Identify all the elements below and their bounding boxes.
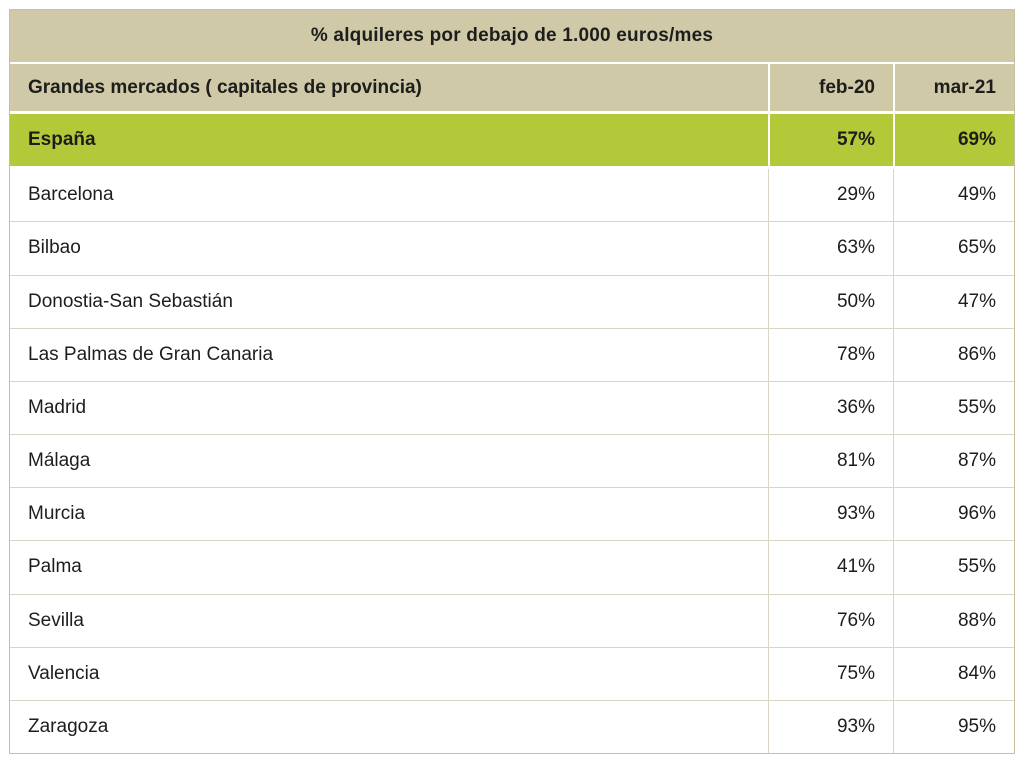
row-zaragoza: Zaragoza 93% 95% xyxy=(10,700,1014,754)
row-mar21-value: 88% xyxy=(893,594,1014,647)
row-feb20-value: 78% xyxy=(768,328,893,381)
row-feb20-value: 75% xyxy=(768,647,893,700)
row-label: Sevilla xyxy=(28,609,84,631)
rent-price-table: % alquileres por debajo de 1.000 euros/m… xyxy=(9,9,1015,754)
row-label: Málaga xyxy=(28,450,91,472)
row-feb20-value: 29% xyxy=(768,169,893,222)
row-label: España xyxy=(28,129,96,151)
table-header-row: Grandes mercados ( capitales de provinci… xyxy=(10,64,1014,114)
row-label: Zaragoza xyxy=(28,715,109,737)
header-col-feb-20: feb-20 xyxy=(768,64,893,111)
row-feb20-value: 81% xyxy=(768,435,893,488)
row-mar21-value: 96% xyxy=(893,488,1014,541)
header-col-mar-21: mar-21 xyxy=(893,64,1014,111)
row-feb20-value: 41% xyxy=(768,541,893,594)
row-label: Barcelona xyxy=(28,184,114,206)
row-label: Valencia xyxy=(28,662,100,684)
row-mar21-value: 49% xyxy=(893,169,1014,222)
row-mar21-value: 55% xyxy=(893,541,1014,594)
row-mar21-value: 84% xyxy=(893,647,1014,700)
row-palma: Palma 41% 55% xyxy=(10,541,1014,595)
row-mar21-value: 86% xyxy=(893,328,1014,381)
row-donostia-san-sebastian: Donostia-San Sebastián 50% 47% xyxy=(10,275,1014,329)
row-feb20-value: 57% xyxy=(768,114,893,167)
table-title: % alquileres por debajo de 1.000 euros/m… xyxy=(10,10,1014,64)
header-market-label: Grandes mercados ( capitales de provinci… xyxy=(28,76,422,98)
row-label: Palma xyxy=(28,556,82,578)
row-sevilla: Sevilla 76% 88% xyxy=(10,594,1014,648)
row-mar21-value: 65% xyxy=(893,222,1014,275)
row-feb20-value: 50% xyxy=(768,275,893,328)
row-label: Murcia xyxy=(28,503,86,525)
row-madrid: Madrid 36% 55% xyxy=(10,381,1014,436)
row-label: Donostia-San Sebastián xyxy=(28,290,233,312)
row-espana: España 57% 69% xyxy=(10,114,1014,170)
row-feb20-value: 93% xyxy=(768,488,893,541)
row-malaga: Málaga 81% 87% xyxy=(10,435,1014,489)
row-feb20-value: 93% xyxy=(768,700,893,754)
row-label: Madrid xyxy=(28,396,87,418)
row-las-palmas-de-gran-canaria: Las Palmas de Gran Canaria 78% 86% xyxy=(10,328,1014,382)
row-mar21-value: 47% xyxy=(893,275,1014,328)
row-label: Bilbao xyxy=(28,237,81,259)
row-mar21-value: 87% xyxy=(893,435,1014,488)
row-label: Las Palmas de Gran Canaria xyxy=(28,343,274,365)
row-barcelona: Barcelona 29% 49% xyxy=(10,169,1014,223)
row-feb20-value: 63% xyxy=(768,222,893,275)
row-murcia: Murcia 93% 96% xyxy=(10,488,1014,542)
row-feb20-value: 36% xyxy=(768,381,893,435)
row-valencia: Valencia 75% 84% xyxy=(10,647,1014,701)
row-mar21-value: 55% xyxy=(893,381,1014,435)
row-bilbao: Bilbao 63% 65% xyxy=(10,222,1014,276)
row-mar21-value: 69% xyxy=(893,114,1014,167)
row-mar21-value: 95% xyxy=(893,700,1014,754)
row-feb20-value: 76% xyxy=(768,594,893,647)
